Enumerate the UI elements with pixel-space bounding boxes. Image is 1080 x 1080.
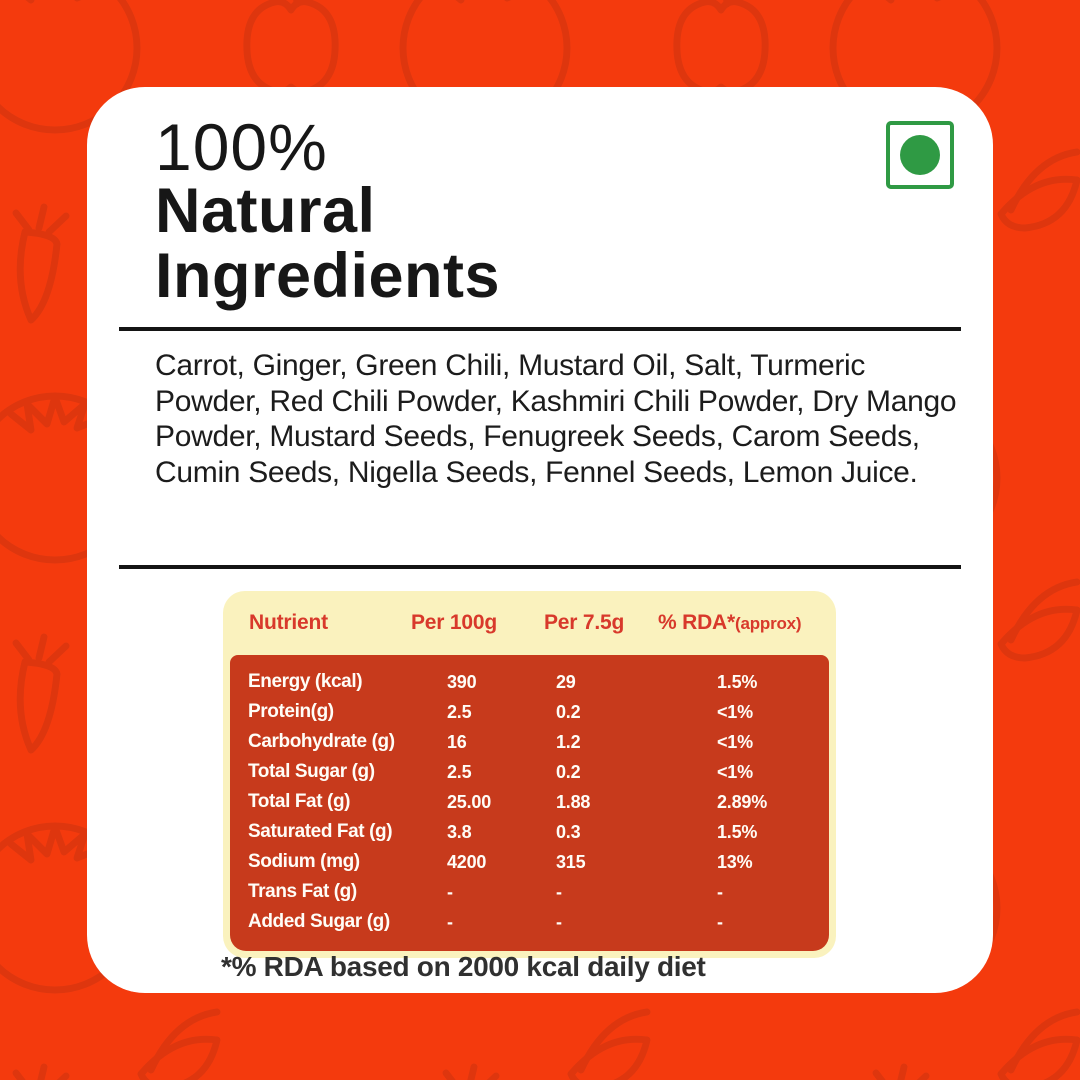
table-row: Added Sugar (g) - - -: [248, 907, 829, 937]
cell-rda: 2.89%: [717, 791, 768, 812]
nutrition-table-header: Nutrient Per 100g Per 7.5g % RDA*(approx…: [223, 591, 836, 655]
divider-bottom: [119, 565, 961, 569]
cell-nutrient: Sodium (mg): [248, 851, 360, 872]
cell-rda: 13%: [717, 851, 753, 872]
table-row: Carbohydrate (g) 16 1.2 <1%: [248, 727, 829, 757]
header-col-nutrient: Nutrient: [249, 611, 328, 634]
cell-per100g: 4200: [447, 851, 487, 872]
table-row: Total Sugar (g) 2.5 0.2 <1%: [248, 757, 829, 787]
cell-per100g: 16: [447, 731, 467, 752]
cell-rda: 1.5%: [717, 821, 758, 842]
cell-per100g: 2.5: [447, 761, 472, 782]
headline: 100% Natural Ingredients: [155, 110, 501, 311]
cell-nutrient: Total Fat (g): [248, 791, 351, 812]
cell-per7-5g: 1.2: [556, 731, 581, 752]
cell-per7-5g: 315: [556, 851, 586, 872]
cell-per100g: -: [447, 881, 453, 902]
header-col-rda: % RDA*(approx): [658, 611, 836, 635]
cell-nutrient: Trans Fat (g): [248, 881, 357, 902]
headline-100-percent: 100%: [155, 110, 328, 184]
cell-rda: <1%: [717, 761, 753, 782]
header-rda-label: % RDA*: [658, 611, 735, 634]
table-row: Protein(g) 2.5 0.2 <1%: [248, 697, 829, 727]
cell-nutrient: Protein(g): [248, 701, 334, 722]
nutrition-table-frame: Energy (kcal) 390 29 1.5% Protein(g) 2.5…: [223, 655, 836, 958]
veg-mark-dot: [900, 135, 940, 175]
cell-per100g: -: [447, 911, 453, 932]
content-card: 100% Natural Ingredients Carrot, Ginger,…: [87, 87, 993, 993]
header-rda-approx: (approx): [734, 614, 802, 633]
table-row: Total Fat (g) 25.00 1.88 2.89%: [248, 787, 829, 817]
table-row: Trans Fat (g) - - -: [248, 877, 829, 907]
cell-rda: -: [717, 911, 723, 932]
rda-footnote: *% RDA based on 2000 kcal daily diet: [221, 951, 706, 982]
cell-per100g: 390: [447, 671, 477, 692]
cell-nutrient: Added Sugar (g): [248, 911, 390, 932]
cell-nutrient: Carbohydrate (g): [248, 731, 395, 752]
cell-per100g: 3.8: [447, 821, 472, 842]
cell-per7-5g: 0.2: [556, 701, 581, 722]
table-row: Energy (kcal) 390 29 1.5%: [248, 667, 829, 697]
cell-per7-5g: 0.2: [556, 761, 581, 782]
divider-top: [119, 327, 961, 331]
veg-mark-icon: [886, 121, 954, 189]
cell-per7-5g: -: [556, 881, 562, 902]
table-row: Saturated Fat (g) 3.8 0.3 1.5%: [248, 817, 829, 847]
cell-rda: -: [717, 881, 723, 902]
cell-per7-5g: -: [556, 911, 562, 932]
header-col-per100g: Per 100g: [411, 611, 497, 634]
headline-natural: Natural: [155, 176, 376, 246]
cell-rda: 1.5%: [717, 671, 758, 692]
cell-per7-5g: 1.88: [556, 791, 591, 812]
cell-per100g: 2.5: [447, 701, 472, 722]
headline-ingredients: Ingredients: [155, 241, 501, 311]
cell-per7-5g: 0.3: [556, 821, 581, 842]
cell-nutrient: Energy (kcal): [248, 671, 363, 692]
cell-per7-5g: 29: [556, 671, 576, 692]
cell-rda: <1%: [717, 731, 753, 752]
nutrition-table: Nutrient Per 100g Per 7.5g % RDA*(approx…: [223, 591, 836, 958]
cell-rda: <1%: [717, 701, 753, 722]
cell-per100g: 25.00: [447, 791, 492, 812]
table-row: Sodium (mg) 4200 315 13%: [248, 847, 829, 877]
cell-nutrient: Total Sugar (g): [248, 761, 375, 782]
cell-nutrient: Saturated Fat (g): [248, 821, 393, 842]
header-col-per7-5g: Per 7.5g: [544, 611, 625, 634]
nutrition-table-body: Energy (kcal) 390 29 1.5% Protein(g) 2.5…: [230, 655, 829, 951]
ingredients-text: Carrot, Ginger, Green Chili, Mustard Oil…: [155, 349, 957, 489]
